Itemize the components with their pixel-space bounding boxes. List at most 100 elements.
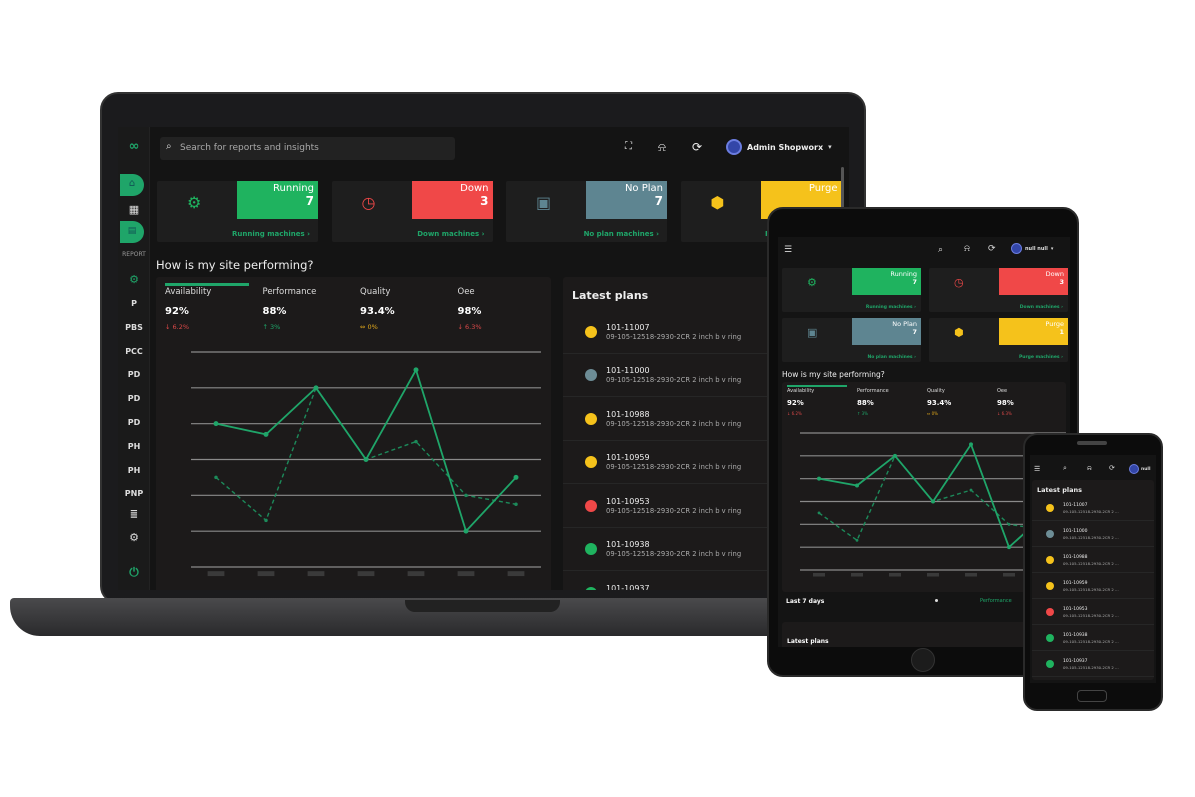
sidebar-item[interactable]: PBS — [125, 322, 143, 332]
data-point[interactable] — [463, 528, 469, 534]
plan-row[interactable]: 101-10988 09-105-12518-2930-2CR 2 inch b… — [563, 397, 849, 441]
data-point[interactable] — [817, 476, 821, 481]
x-tick-label — [507, 571, 525, 577]
metric-performance[interactable]: Performance 88% ↑ 3% — [263, 287, 317, 331]
plan-row[interactable]: 101-11000 09-105-12518-2930-2CR 2 ... — [1032, 521, 1154, 547]
data-point[interactable] — [931, 499, 935, 504]
status-card-no-plan[interactable]: ▣ No Plan 7 No plan machines › — [782, 318, 921, 362]
data-point[interactable] — [363, 457, 369, 462]
status-card-running[interactable]: ⚙ Running 7 Running machines › — [157, 181, 318, 242]
range-label[interactable]: Last 7 days — [786, 598, 825, 605]
search-icon[interactable]: ⌕ — [938, 245, 944, 255]
fullscreen-icon[interactable]: ⛶ — [625, 141, 632, 152]
data-point[interactable] — [214, 475, 218, 480]
plan-row[interactable]: 101-10953 09-105-12518-2930-2CR 2 inch b… — [563, 484, 849, 528]
sync-icon[interactable]: ⟳ — [988, 244, 996, 254]
phone-home-button[interactable] — [1077, 690, 1107, 702]
menu-icon[interactable]: ☰ — [1034, 465, 1041, 473]
tablet-home-button[interactable] — [911, 648, 935, 672]
plan-id: 101-10937 — [1063, 658, 1088, 664]
metric-performance[interactable]: Performance 88% ↑ 3% — [857, 388, 889, 416]
data-point[interactable] — [514, 502, 518, 507]
database-icon[interactable]: ≣ — [129, 509, 139, 520]
data-point[interactable] — [893, 453, 897, 458]
plan-row[interactable]: 101-11000 09-105-12518-2930-2CR 2 inch b… — [563, 354, 849, 397]
data-point[interactable] — [855, 538, 859, 542]
data-point[interactable] — [1007, 522, 1011, 526]
status-dot-red — [1046, 608, 1054, 616]
metric-availability[interactable]: Availability 92% ↓ 6.2% — [165, 287, 211, 331]
sidebar-item[interactable]: PD — [127, 418, 141, 427]
sync-icon[interactable]: ⟳ — [692, 140, 703, 154]
metric-value: 88% — [857, 399, 874, 407]
status-link[interactable]: No plan machines › — [867, 355, 917, 360]
sync-icon[interactable]: ⟳ — [1109, 464, 1115, 472]
status-link[interactable]: Running machines › — [865, 305, 916, 310]
power-icon[interactable]: ⏻ — [129, 565, 139, 579]
data-point[interactable] — [264, 518, 268, 523]
status-link[interactable]: Purge machines › — [1018, 355, 1063, 360]
menu-icon[interactable]: ☰ — [784, 245, 793, 255]
data-point[interactable] — [313, 385, 319, 391]
sidebar-item[interactable]: P — [131, 299, 137, 308]
metric-quality[interactable]: Quality 93.4% ⇔ 0% — [927, 388, 951, 416]
data-point[interactable] — [855, 483, 859, 488]
sidebar-item[interactable]: PD — [127, 394, 141, 404]
status-card-no-plan[interactable]: ▣ No Plan 7 No plan machines › — [506, 181, 667, 242]
user-menu[interactable]: null — [1129, 464, 1151, 474]
data-point[interactable] — [263, 431, 269, 437]
data-point[interactable] — [414, 439, 418, 444]
sidebar-item[interactable]: PH — [127, 465, 141, 475]
data-point[interactable] — [513, 474, 519, 480]
sidebar-item[interactable]: PNP — [124, 489, 144, 499]
metric-select[interactable]: Performance — [980, 598, 1012, 604]
data-point[interactable] — [464, 493, 468, 498]
metric-delta: ↓ 6.3% — [457, 323, 482, 331]
data-point[interactable] — [969, 442, 973, 447]
plan-row[interactable]: 101-10959 09-105-12518-2930-2CR 2 inch b… — [563, 441, 849, 484]
plan-row[interactable]: 101-10959 09-105-12518-2930-2CR 2 ... — [1032, 573, 1154, 599]
status-link[interactable]: No plan machines › — [583, 230, 659, 238]
plan-row[interactable]: 101-10988 09-105-12518-2930-2CR 2 ... — [1032, 547, 1154, 573]
status-card-purge[interactable]: ⬢ Purge 1 Purge machines › — [929, 318, 1068, 362]
settings-icon[interactable]: ⚙ — [129, 531, 139, 544]
pager-dot[interactable] — [935, 599, 938, 602]
plan-row[interactable]: 101-10938 09-105-12518-2930-2CR 2 ... — [1032, 625, 1154, 651]
sidebar-item[interactable]: PD — [127, 370, 141, 380]
sidebar-home-button[interactable]: ⌂ — [120, 174, 144, 196]
status-link[interactable]: Down machines › — [1019, 305, 1063, 310]
plan-row[interactable]: 101-10938 09-105-12518-2930-2CR 2 inch b… — [563, 528, 849, 571]
plan-row[interactable]: 101-10937 09-105-12518-2930-2CR 2 ... — [1032, 651, 1154, 677]
alarm-icon[interactable]: ⍾ — [1087, 464, 1092, 472]
status-card-running[interactable]: ⚙ Running 7 Running machines › — [782, 268, 921, 312]
alarm-icon[interactable]: ⍾ — [964, 244, 970, 254]
qr-icon[interactable]: ▦ — [128, 203, 140, 216]
search-input[interactable]: ⌕ Search for reports and insights — [160, 137, 455, 160]
plan-row[interactable]: 101-10937 — [563, 571, 849, 590]
alarm-icon[interactable]: ⍾ — [658, 140, 666, 154]
sidebar-item[interactable]: PH — [127, 441, 141, 451]
status-link[interactable]: Running machines › — [232, 230, 310, 238]
sidebar-item[interactable]: PCC — [125, 346, 143, 356]
data-point[interactable] — [413, 367, 419, 373]
data-point[interactable] — [817, 511, 821, 515]
status-link[interactable]: Down machines › — [417, 230, 485, 238]
user-menu[interactable]: null null ▾ — [1011, 243, 1053, 254]
data-point[interactable] — [1007, 545, 1011, 550]
plan-row[interactable]: 101-11007 09-105-12518-2930-2CR 2 ... — [1032, 495, 1154, 521]
sidebar-dashboard-button[interactable]: ▤ — [120, 221, 144, 243]
plan-row[interactable]: 101-10953 09-105-12518-2930-2CR 2 ... — [1032, 599, 1154, 625]
metric-availability[interactable]: Availability 92% ↓ 6.2% — [787, 388, 814, 416]
metric-quality[interactable]: Quality 93.4% ⇔ 0% — [360, 287, 395, 331]
user-menu[interactable]: Admin Shopworx ▾ — [726, 139, 832, 155]
plan-row[interactable]: 101-11007 09-105-12518-2930-2CR 2 inch b… — [563, 310, 849, 354]
gears-icon[interactable]: ⚙ — [129, 273, 139, 286]
status-card-down[interactable]: ◷ Down 3 Down machines › — [929, 268, 1068, 312]
plan-detail: 09-105-12518-2930-2CR 2 inch b v ring — [606, 419, 742, 428]
metric-oee[interactable]: Oee 98% ↓ 6.3% — [458, 287, 482, 331]
search-icon[interactable]: ⌕ — [1063, 464, 1067, 472]
data-point[interactable] — [969, 488, 973, 492]
data-point[interactable] — [213, 421, 219, 427]
metric-oee[interactable]: Oee 98% ↓ 6.3% — [997, 388, 1014, 416]
status-card-down[interactable]: ◷ Down 3 Down machines › — [331, 181, 493, 242]
